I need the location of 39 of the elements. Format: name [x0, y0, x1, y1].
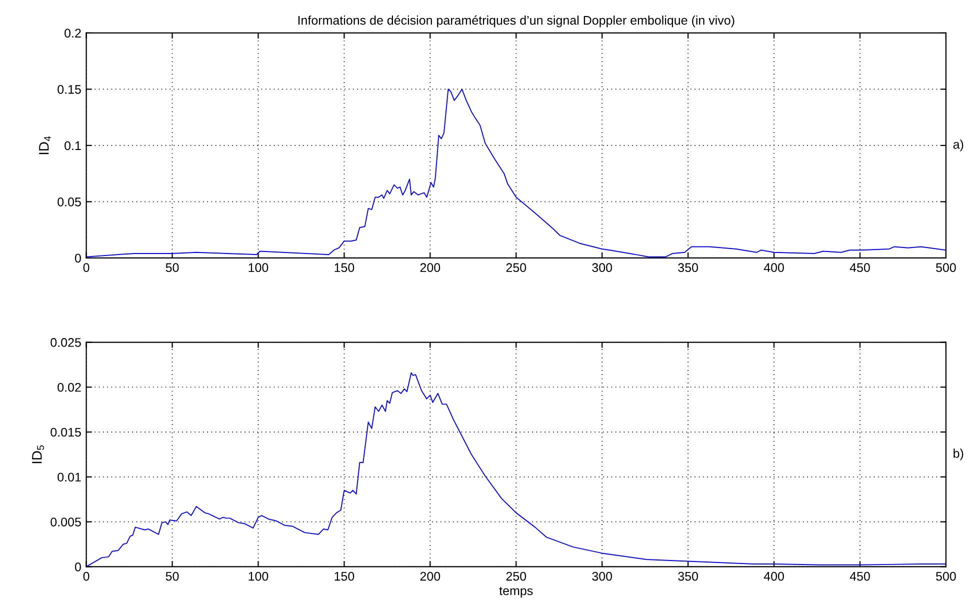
- y-tick-label: 0.025: [50, 338, 81, 347]
- x-tick-label: 200: [420, 572, 440, 581]
- y-tick-label: 0.01: [58, 472, 81, 482]
- y-tick-label: 0.2: [64, 28, 81, 38]
- x-tick-label: 400: [764, 572, 784, 581]
- x-tick-label: 500: [936, 263, 956, 272]
- x-axis-title: temps: [499, 586, 533, 598]
- x-tick-label: 250: [506, 263, 526, 272]
- y-tick-label: 0.015: [50, 428, 81, 437]
- y-tick-label: 0.1: [64, 141, 81, 150]
- x-tick-label: 50: [166, 572, 179, 581]
- y-tick-label: 0.05: [58, 198, 81, 206]
- x-tick-label: 200: [420, 263, 440, 272]
- text: a): [953, 140, 964, 152]
- x-tick-label: 100: [248, 572, 268, 581]
- x-tick-label: 450: [850, 572, 870, 581]
- x-tick-label: 0: [83, 572, 90, 581]
- x-tick-label: 100: [248, 263, 268, 272]
- x-tick-label: 450: [850, 263, 870, 272]
- x-tick-label: 400: [764, 263, 784, 272]
- x-tick-label: 500: [936, 572, 956, 581]
- y-tick-label: 0.005: [50, 518, 81, 526]
- text: b): [954, 448, 964, 460]
- x-tick-label: 300: [592, 263, 612, 272]
- y-axis-title: ID$_{4}$: [39, 136, 51, 154]
- x-tick-label: 50: [166, 263, 179, 272]
- x-tick-label: 300: [592, 572, 612, 581]
- chart-title: Informations de décision paramétriques d’un signal Doppler embolique (in vivo): [298, 15, 734, 28]
- y-tick-label: 0.02: [58, 382, 81, 392]
- x-tick-label: 350: [678, 263, 698, 272]
- x-tick-label: 150: [334, 572, 354, 581]
- x-tick-label: 350: [678, 572, 698, 581]
- x-tick-label: 250: [506, 572, 526, 581]
- x-tick-label: 150: [334, 263, 354, 272]
- y-tick-label: 0: [74, 254, 81, 263]
- y-axis-title: ID$_{5}$: [32, 445, 44, 464]
- y-tick-label: 0: [74, 562, 81, 572]
- x-tick-label: 0: [83, 263, 90, 272]
- y-tick-label: 0.15: [58, 85, 81, 94]
